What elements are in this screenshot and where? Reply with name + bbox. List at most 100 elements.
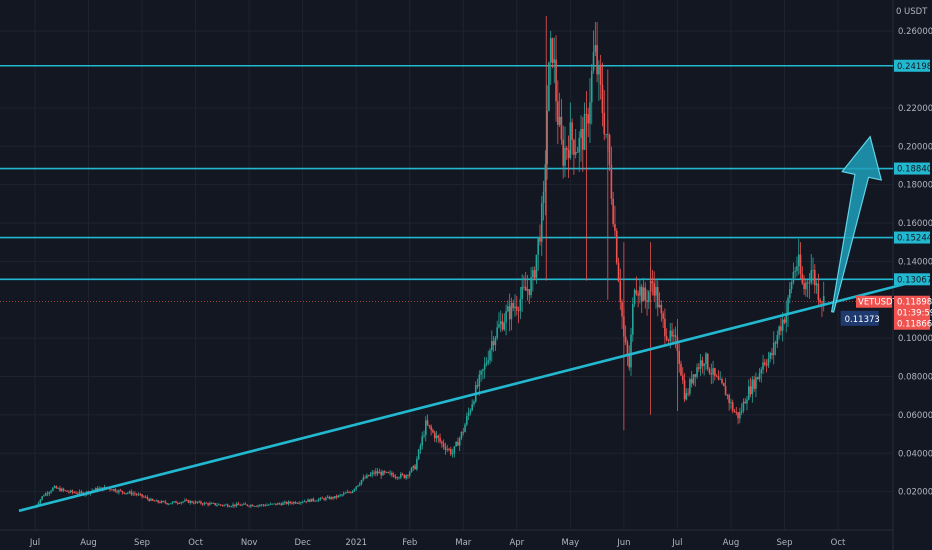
candle-body <box>690 379 693 384</box>
candle-body <box>232 504 234 507</box>
candle-body <box>375 471 377 474</box>
candle-body <box>751 379 754 395</box>
x-tick-label: Aug <box>80 538 97 548</box>
candle-body <box>598 65 600 75</box>
candle-body <box>151 498 154 501</box>
candle-body <box>726 395 729 396</box>
candle-body <box>819 300 821 303</box>
projection-arrow[interactable] <box>830 135 883 313</box>
candle-body <box>100 487 102 489</box>
candle-body <box>508 306 511 320</box>
price-axis[interactable]: USDT 0 0.26000 0.22000 0.20000 0.18000 0.160… <box>896 7 932 498</box>
candle-body <box>146 497 149 499</box>
candle-body <box>60 488 63 492</box>
candle-body <box>264 505 266 506</box>
candle-body <box>251 504 254 507</box>
candle-body <box>80 491 83 493</box>
candle-body <box>482 369 484 371</box>
candle-body <box>792 272 795 283</box>
candle-body <box>530 277 532 296</box>
candle-body <box>533 270 536 278</box>
level-price-label: 0.13067 <box>897 275 932 285</box>
candle-body <box>624 336 627 343</box>
candle-body <box>780 326 782 331</box>
candle-body <box>698 367 700 369</box>
candle-body <box>226 504 229 507</box>
candle-body <box>344 492 347 494</box>
candle-body <box>364 477 366 479</box>
candle-body <box>521 286 523 299</box>
candle-body <box>783 319 786 323</box>
current-price-badge <box>894 295 930 330</box>
candle-body <box>317 499 320 501</box>
candle-body <box>366 475 368 479</box>
y-tick-label: 0.16000 <box>898 219 932 229</box>
candle-body <box>46 493 49 495</box>
candle-body <box>428 424 431 427</box>
horizontal-levels[interactable] <box>0 64 893 303</box>
candle-body <box>416 459 418 470</box>
candle-body <box>719 379 722 380</box>
time-axis[interactable]: Jul Aug Sep Oct Nov Dec 2021 Feb Mar Apr May Jun Jul… <box>29 538 846 548</box>
candle-body <box>592 52 595 71</box>
candle-body <box>160 501 163 503</box>
candle-body <box>553 59 556 63</box>
x-tick-label: Sep <box>776 538 792 548</box>
candle-body <box>332 496 334 499</box>
candle-body <box>141 494 143 497</box>
candle-body <box>615 230 618 263</box>
candle-body <box>569 122 572 159</box>
currency-label: USDT <box>904 7 928 17</box>
trendline-price-label: 0.11373 <box>845 315 880 325</box>
projection-arrow-group[interactable] <box>830 135 883 313</box>
candle-body <box>471 404 473 411</box>
candle-body <box>735 412 738 413</box>
candle-body <box>424 420 427 436</box>
candle-body <box>77 493 79 495</box>
candle-body <box>166 502 168 505</box>
candle-body <box>153 500 156 502</box>
candle-body <box>589 102 591 124</box>
candle-body <box>658 304 661 308</box>
candle-body <box>289 501 291 503</box>
candle-body <box>367 475 370 477</box>
candle-body <box>662 313 664 319</box>
candle-body <box>594 45 597 53</box>
candle-body <box>385 471 388 473</box>
candle-body <box>353 489 356 491</box>
candle-body <box>678 350 680 364</box>
candle-body <box>296 503 299 504</box>
candle-body <box>408 472 411 476</box>
candle-body <box>808 282 811 284</box>
candle-body <box>176 503 179 504</box>
candle-body <box>323 498 325 500</box>
candle-body <box>703 363 705 366</box>
trendline[interactable] <box>18 279 919 513</box>
candle-body <box>821 302 823 304</box>
candle-body <box>132 493 134 495</box>
candle-body <box>285 501 288 504</box>
candle-body <box>426 420 429 425</box>
candle-body <box>94 488 97 490</box>
candle-body <box>701 360 704 366</box>
candle-body <box>184 500 186 502</box>
candle-body <box>314 500 316 502</box>
trendline-group[interactable]: 0.11373 <box>18 279 919 513</box>
candle-body <box>706 353 709 370</box>
candle-body <box>93 489 95 491</box>
candle-body <box>619 281 622 303</box>
candle-body <box>255 506 258 507</box>
candle-body <box>462 431 465 433</box>
candle-body <box>267 504 270 506</box>
candle-body <box>351 490 354 493</box>
candle-body <box>728 395 730 404</box>
candle-body <box>400 473 402 478</box>
candle-body <box>339 494 341 496</box>
symbol-badge <box>856 295 892 308</box>
candle-body <box>225 504 227 506</box>
candle-body <box>114 489 117 492</box>
candle-body <box>134 493 136 495</box>
candle-body <box>674 335 677 337</box>
